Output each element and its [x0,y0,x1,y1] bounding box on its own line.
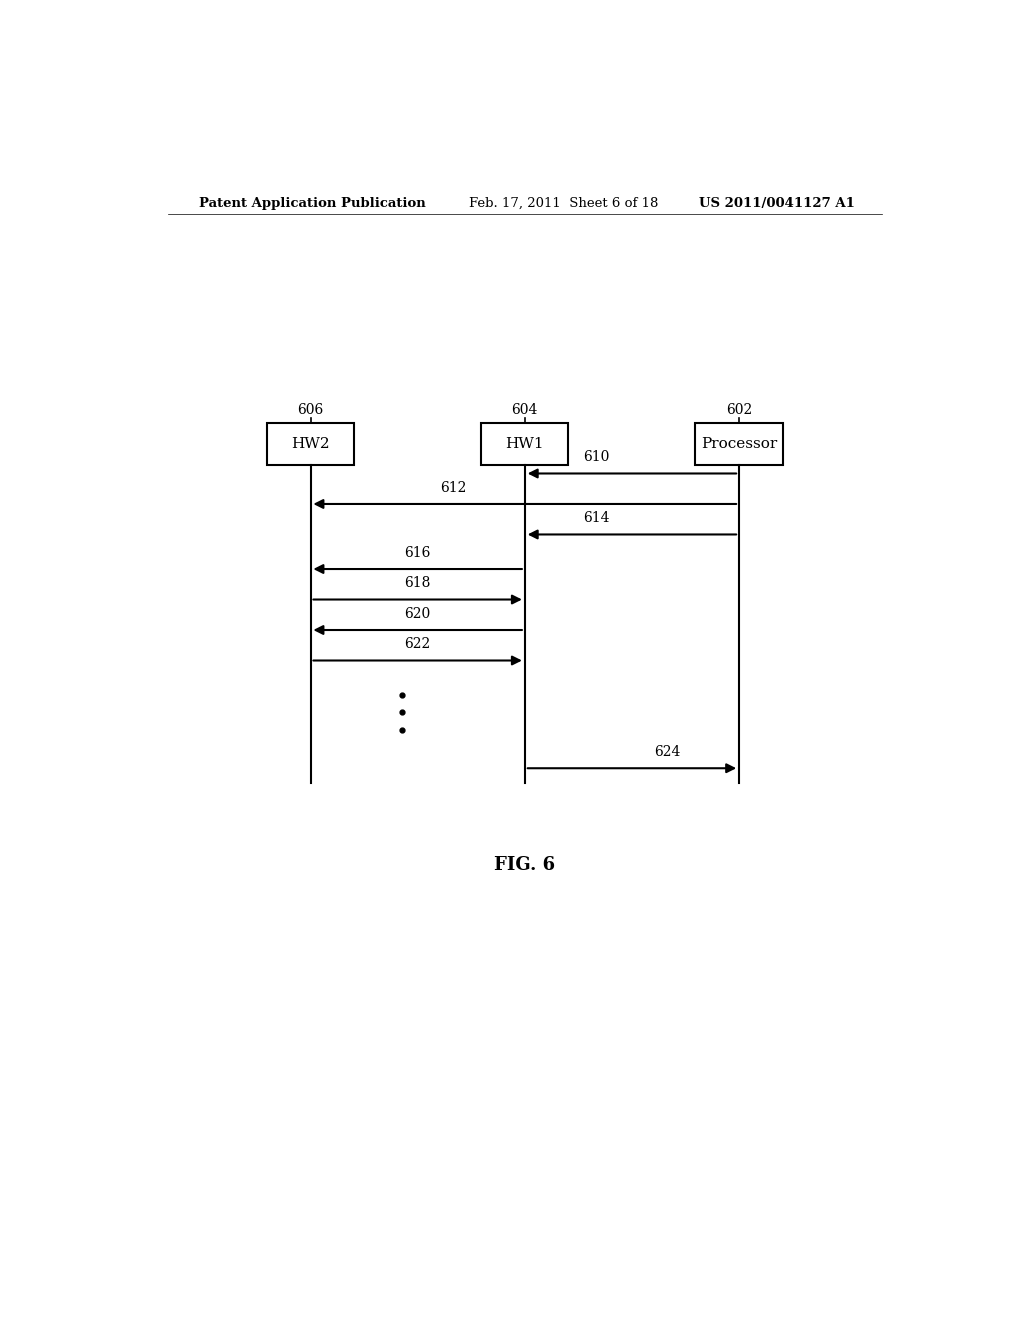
FancyBboxPatch shape [267,422,354,466]
Text: 620: 620 [404,607,431,620]
Text: 614: 614 [583,511,609,525]
Text: 610: 610 [583,450,609,465]
Text: 622: 622 [404,638,431,651]
FancyBboxPatch shape [695,422,782,466]
Text: 616: 616 [404,546,431,560]
Text: 618: 618 [404,577,431,590]
Text: 602: 602 [726,403,753,417]
Text: Patent Application Publication: Patent Application Publication [200,197,426,210]
Text: HW2: HW2 [291,437,330,451]
Text: 604: 604 [512,403,538,417]
Text: 606: 606 [297,403,324,417]
Text: US 2011/0041127 A1: US 2011/0041127 A1 [699,197,855,210]
Text: FIG. 6: FIG. 6 [495,855,555,874]
FancyBboxPatch shape [481,422,568,466]
Text: Processor: Processor [701,437,777,451]
Text: 612: 612 [440,480,467,495]
Text: 624: 624 [654,744,681,759]
Text: HW1: HW1 [506,437,544,451]
Text: Feb. 17, 2011  Sheet 6 of 18: Feb. 17, 2011 Sheet 6 of 18 [469,197,658,210]
